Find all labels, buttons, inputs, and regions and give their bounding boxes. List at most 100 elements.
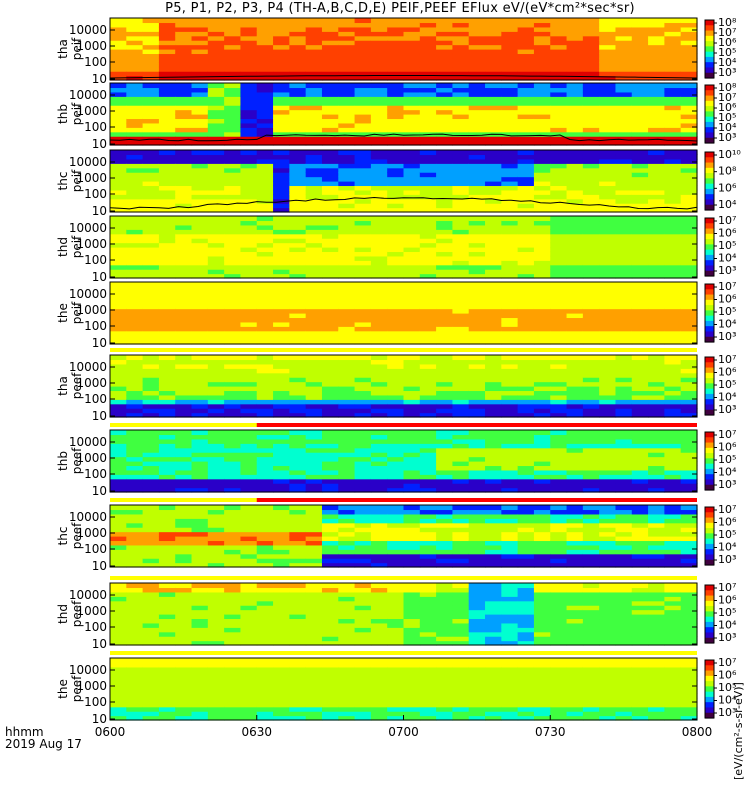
heatmap-cell [632, 18, 649, 23]
heatmap-cell [501, 523, 518, 528]
heatmap-cell [534, 101, 551, 106]
heatmap-cell [469, 18, 486, 23]
heatmap-cell [648, 390, 665, 395]
heatmap-cell [387, 390, 404, 395]
heatmap-cell [240, 592, 257, 597]
heatmap-cell [143, 382, 160, 387]
heatmap-cell [567, 479, 584, 484]
heatmap-cell [338, 382, 355, 387]
heatmap-cell [257, 243, 274, 248]
heatmap-cell [583, 549, 600, 554]
heatmap-cell [485, 614, 502, 619]
heatmap-cell [420, 127, 437, 132]
heatmap-cell [371, 53, 388, 58]
heatmap-cell [681, 247, 698, 252]
heatmap-cell [208, 300, 225, 305]
heatmap-cell [534, 404, 551, 409]
heatmap-cell [648, 154, 665, 159]
heatmap-cell [208, 592, 225, 597]
heatmap-cell [273, 96, 290, 101]
heatmap-cell [126, 53, 143, 58]
heatmap-cell [518, 238, 535, 243]
heatmap-cell [518, 540, 535, 545]
heatmap-cell [469, 96, 486, 101]
heatmap-cell [664, 110, 681, 115]
heatmap-cell [664, 295, 681, 300]
heatmap-cell [615, 554, 632, 559]
heatmap-cell [485, 479, 502, 484]
heatmap-cell [550, 554, 567, 559]
heatmap-cell [192, 185, 209, 190]
heatmap-cell [175, 443, 192, 448]
heatmap-cell [257, 627, 274, 632]
heatmap-cell [240, 243, 257, 248]
heatmap-cell [485, 101, 502, 106]
heatmap-cell [273, 461, 290, 466]
heatmap-cell [615, 127, 632, 132]
heatmap-cell [583, 295, 600, 300]
heatmap-cell [110, 527, 127, 532]
heatmap-cell [192, 479, 209, 484]
heatmap-cell [306, 636, 323, 641]
heatmap-cell [648, 536, 665, 541]
heatmap-cell [469, 399, 486, 404]
heatmap-cell [224, 295, 241, 300]
heatmap-cell [615, 190, 632, 195]
heatmap-cell [615, 399, 632, 404]
heatmap-cell [192, 92, 209, 97]
heatmap-cell [175, 199, 192, 204]
heatmap-cell [240, 632, 257, 637]
heatmap-cell [175, 225, 192, 230]
heatmap-cell [615, 256, 632, 261]
heatmap-cell [534, 448, 551, 453]
heatmap-cell [681, 434, 698, 439]
heatmap-cell [192, 439, 209, 444]
heatmap-cell [338, 558, 355, 563]
heatmap-cell [126, 386, 143, 391]
heatmap-cell [404, 163, 421, 168]
heatmap-cell [273, 632, 290, 637]
heatmap-cell [567, 177, 584, 182]
heatmap-cell [534, 58, 551, 63]
heatmap-cell [273, 163, 290, 168]
heatmap-cell [534, 465, 551, 470]
heatmap-cell [338, 359, 355, 364]
heatmap-cell [355, 101, 372, 106]
heatmap-cell [485, 216, 502, 221]
heatmap-cell [110, 31, 127, 36]
heatmap-cell [355, 452, 372, 457]
heatmap-cell [501, 238, 518, 243]
heatmap-cell [175, 22, 192, 27]
heatmap-cell [175, 368, 192, 373]
heatmap-cell [664, 326, 681, 331]
heatmap-cell [355, 27, 372, 32]
heatmap-cell [175, 610, 192, 615]
heatmap-cell [208, 368, 225, 373]
heatmap-cell [632, 199, 649, 204]
heatmap-cell [632, 58, 649, 63]
heatmap-cell [436, 623, 453, 628]
heatmap-cell [159, 518, 176, 523]
heatmap-cell [387, 377, 404, 382]
heatmap-cell [355, 592, 372, 597]
heatmap-cell [306, 18, 323, 23]
heatmap-cell [322, 527, 339, 532]
heatmap-cell [469, 256, 486, 261]
heatmap-cell [550, 177, 567, 182]
heatmap-cell [371, 40, 388, 45]
heatmap-cell [469, 203, 486, 208]
heatmap-cell [452, 136, 469, 141]
heatmap-cell [534, 96, 551, 101]
heatmap-cell [583, 251, 600, 256]
heatmap-cell [110, 448, 127, 453]
heatmap-cell [599, 368, 616, 373]
heatmap-cell [192, 177, 209, 182]
heatmap-cell [306, 260, 323, 265]
heatmap-cell [452, 470, 469, 475]
colorbar-tick-label: 10³ [718, 330, 736, 343]
heatmap-cell [306, 596, 323, 601]
heatmap-cell [175, 67, 192, 72]
heatmap-cell [224, 545, 241, 550]
heatmap-cell [501, 596, 518, 601]
